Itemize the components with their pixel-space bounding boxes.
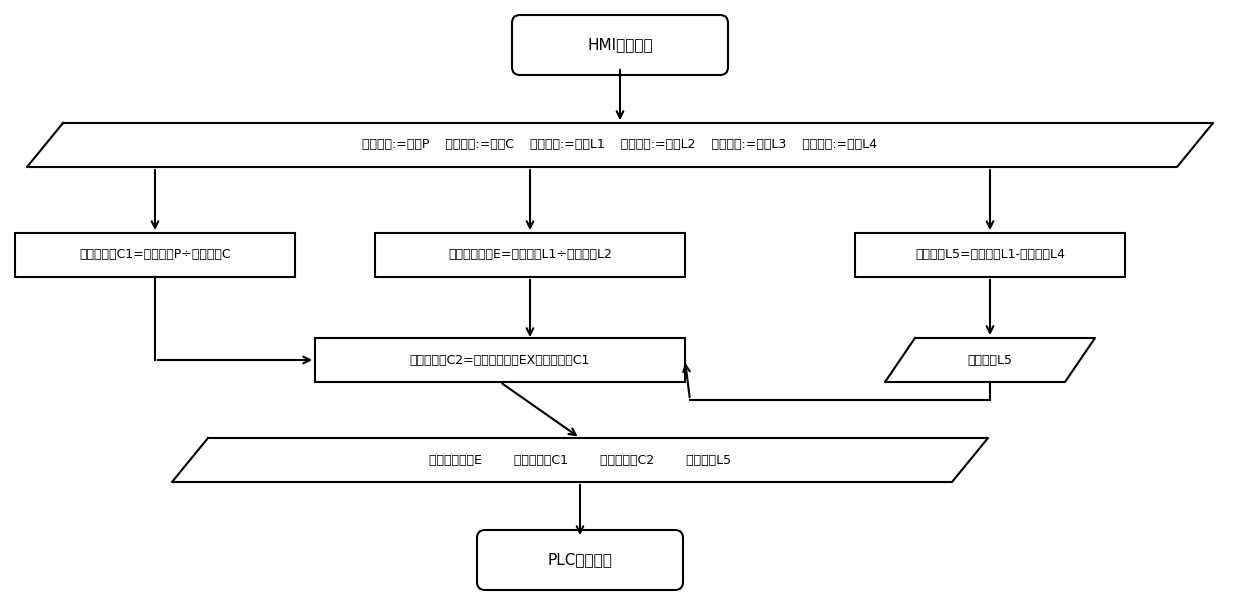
FancyBboxPatch shape — [512, 15, 728, 75]
FancyBboxPatch shape — [477, 530, 683, 590]
Text: HMI输入参数: HMI输入参数 — [588, 37, 652, 53]
Text: 高速长度L5: 高速长度L5 — [967, 354, 1013, 367]
Text: 定长度误差率E=设定长度L1÷实测长度L2: 定长度误差率E=设定长度L1÷实测长度L2 — [448, 249, 611, 262]
Bar — [374, 233, 684, 277]
Bar — [15, 233, 295, 277]
Polygon shape — [172, 438, 988, 482]
Text: 定长度误差率E        轮径原系数C1        轮径新系数C2        高速长度L5: 定长度误差率E 轮径原系数C1 轮径新系数C2 高速长度L5 — [429, 453, 732, 467]
Text: 轮径原系数C1=编码脉冲P÷编码周长C: 轮径原系数C1=编码脉冲P÷编码周长C — [79, 249, 231, 262]
Text: 轮径新系数C2=定长度误差率EX轮径原系数C1: 轮径新系数C2=定长度误差率EX轮径原系数C1 — [409, 354, 590, 367]
Text: 高速长度L5=设定长度L1-减速距离L4: 高速长度L5=设定长度L1-减速距离L4 — [915, 249, 1065, 262]
Bar — [315, 338, 684, 382]
Bar — [856, 233, 1125, 277]
Polygon shape — [27, 123, 1213, 167]
Polygon shape — [885, 338, 1095, 382]
Text: 编码脉冲:=常数P    编码周长:=常数C    设定长度:=常数L1    实测长度:=常数L2    当前长度:=常数L3    减速距离:=常数L4: 编码脉冲:=常数P 编码周长:=常数C 设定长度:=常数L1 实测长度:=常数L… — [362, 139, 878, 152]
Text: PLC中间参数: PLC中间参数 — [548, 552, 613, 568]
